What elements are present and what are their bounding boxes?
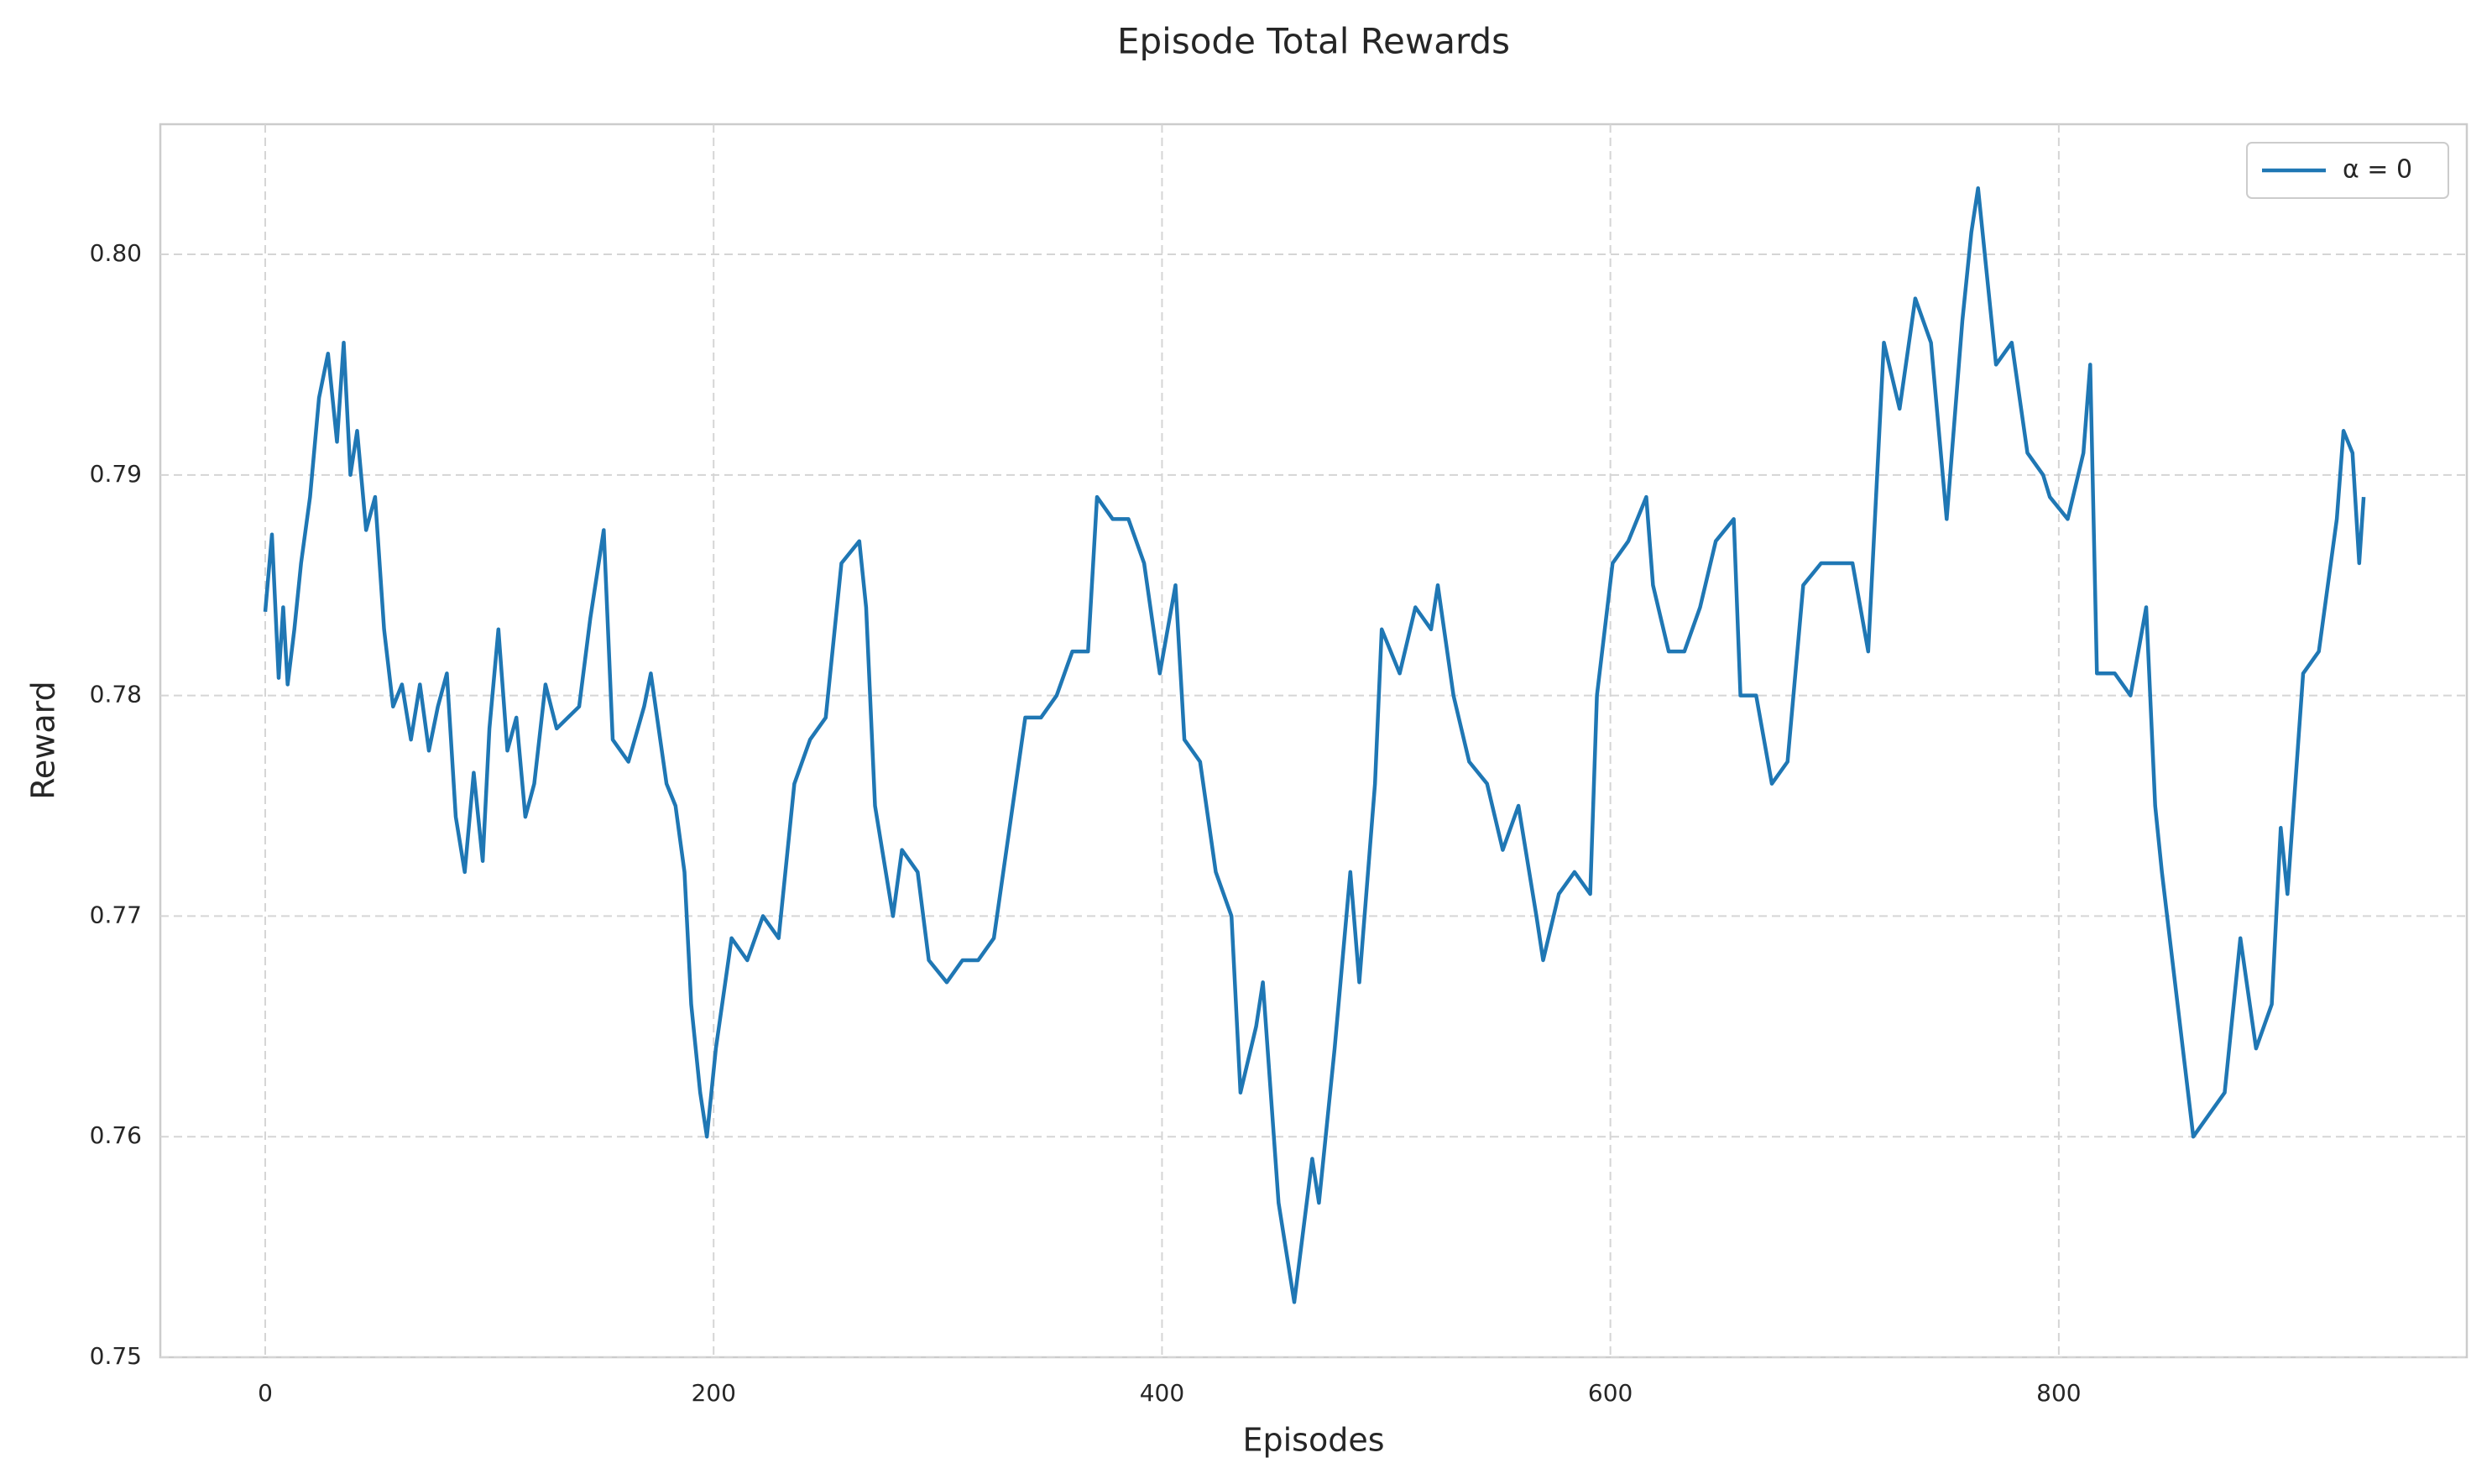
x-tick-label: 200 (691, 1379, 735, 1407)
legend-label: α = 0 (2343, 155, 2412, 185)
x-tick-label: 0 (258, 1379, 273, 1407)
x-tick-label: 600 (1588, 1379, 1633, 1407)
chart-title: Episode Total Rewards (1117, 21, 1510, 62)
legend-box (2246, 142, 2449, 199)
y-tick-label: 0.77 (90, 901, 142, 928)
x-tick-label: 400 (1140, 1379, 1184, 1407)
y-tick-label: 0.75 (90, 1342, 142, 1370)
data-line (263, 186, 2366, 1304)
y-tick-label: 0.80 (90, 239, 142, 267)
y-tick-label: 0.76 (90, 1121, 142, 1149)
x-axis-label: Episodes (1242, 1422, 1384, 1459)
y-axis-label: Reward (25, 681, 62, 800)
y-tick-label: 0.78 (90, 681, 142, 708)
y-tick-label: 0.79 (90, 460, 142, 488)
plot-frame (159, 123, 2468, 1359)
x-tick-label: 800 (2036, 1379, 2081, 1407)
